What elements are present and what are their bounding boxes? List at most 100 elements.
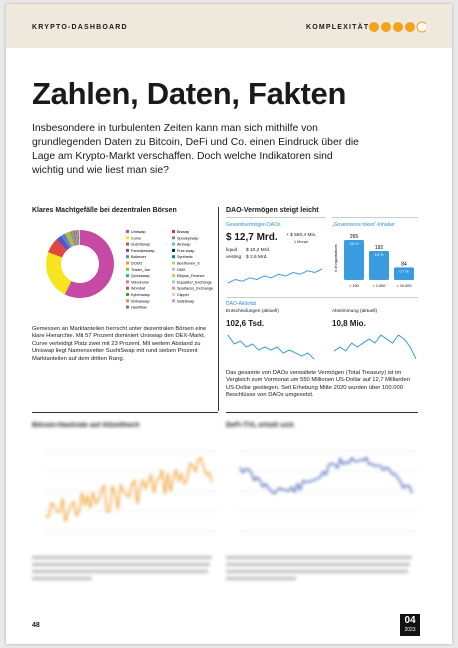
bar (369, 251, 389, 280)
donut-segment (76, 230, 79, 246)
dot (369, 22, 379, 32)
votes-sparkline (333, 334, 417, 360)
legend-label: Beethoven_X (177, 262, 200, 266)
donut-segment (48, 239, 67, 258)
legend-swatch (126, 286, 129, 290)
legend-swatch (172, 248, 175, 252)
legend-label: Equalizer_Exchange (177, 280, 212, 284)
donut-segment (78, 230, 80, 246)
sparkline-line (227, 334, 315, 360)
hashrate-chart (44, 450, 218, 532)
legend-swatch (172, 230, 175, 233)
legend-label: Kyberswap (131, 293, 150, 297)
legend-swatch (126, 255, 129, 259)
legend-label: Quickswap (131, 274, 150, 278)
legend-swatch (126, 293, 129, 296)
donut-segment (74, 230, 78, 246)
bar (394, 267, 414, 280)
legend-swatch (126, 248, 129, 252)
legend-swatch (172, 280, 175, 284)
issue: 04 (404, 615, 416, 626)
legend-swatch (172, 242, 175, 246)
holders-label: „Governance token“-Inhaber (332, 222, 395, 228)
legend-label: Trader_Joe (131, 268, 150, 272)
decisions-value: 102,6 Tsd. (226, 319, 265, 328)
vesting-value: $ 2,6 Mrd. (246, 255, 268, 260)
sheet: KRYPTO-DASHBOARD KOMPLEXITÄT Zahlen, Dat… (6, 4, 452, 644)
blurred-text (32, 556, 412, 580)
holders-panel: „Governance token“-Inhaber # of organisa… (332, 217, 418, 294)
intro: Insbesondere in turbulenten Zeiten kann … (32, 123, 359, 176)
decor-line (45, 456, 213, 522)
donut-segment (78, 230, 80, 246)
legend-label: Frax swap (177, 249, 195, 253)
decisions-sparkline (227, 334, 315, 360)
page-number: 48 (32, 622, 40, 629)
holders-chart: # of organisations 265 3,5 % > 100 192 2,6 % >… (334, 234, 414, 288)
legend-swatch (172, 261, 175, 265)
legend-swatch (126, 230, 129, 233)
legend-label: SafeSwap (177, 299, 194, 303)
dex-title: Klares Machtgefälle bei dezentralen Börs… (32, 207, 177, 214)
assets-label: Gesamtvermögen DAOs (226, 222, 281, 228)
donut-segment (72, 230, 77, 246)
legend-label: Curve (131, 236, 141, 240)
donut-segment (77, 230, 79, 246)
dot (393, 22, 403, 32)
legend-swatch (172, 236, 175, 240)
tvl-title: DeFi-TVL erholt sich (226, 422, 294, 429)
dot (381, 22, 391, 32)
bar-value: 265 (350, 234, 359, 240)
activity-panel: DAO-Aktivität Entscheidungen (aktuell) 1… (226, 297, 418, 370)
issue-badge: 04 2023 (400, 614, 420, 636)
bar-share: 3,5 % (350, 242, 359, 246)
divider (218, 207, 219, 411)
donut-segment (61, 233, 72, 249)
bar-share: 0,7 % (400, 269, 409, 273)
legend-label: Balancer (131, 255, 147, 259)
donut-segment (75, 230, 78, 246)
legend-label: Spookyswap (177, 236, 199, 240)
donut-segment (78, 230, 80, 246)
assets-sparkline (227, 268, 323, 284)
bar-category: > 1.000 (373, 284, 386, 288)
legend-label: DODO (131, 262, 142, 266)
dot (416, 21, 426, 33)
legend-swatch (172, 274, 175, 278)
liquid-value: $ 10,2 Mrd. (246, 248, 271, 253)
legend-label: Biswap (177, 230, 189, 234)
donut-segment (76, 230, 79, 246)
rule (226, 412, 418, 413)
legend-swatch (172, 267, 175, 271)
assets-panel: Gesamtvermögen DAOs $ 12,7 Mrd. + $ 550,… (226, 217, 326, 294)
donut-segment (64, 230, 115, 298)
decor-line (239, 456, 413, 495)
complexity-label: KOMPLEXITÄT (306, 24, 370, 31)
dao-text: Das gesamte von DAOs verwaltete Vermögen… (226, 370, 410, 399)
dex-chart: Uniswap Curve SushiSwap Pancakeswap Balancer… (46, 230, 213, 310)
legend-swatch (126, 274, 129, 278)
legend-label: DMX (177, 268, 186, 272)
legend-swatch (172, 293, 175, 296)
sparkline-line (333, 334, 417, 360)
legend-swatch (126, 280, 129, 284)
donut-segment (78, 230, 80, 246)
legend-swatch (172, 299, 175, 303)
legend-label: Pancakeswap (131, 249, 155, 253)
activity-label: DAO-Aktivität (226, 301, 257, 307)
dot (405, 22, 415, 32)
rule (32, 412, 218, 413)
legend-label: Hashflow (131, 306, 147, 310)
donut-segment (74, 230, 78, 246)
donut-segment (67, 231, 75, 247)
dex-text: Gemessen an Marktanteilen herrscht unter… (32, 326, 207, 362)
legend-swatch (126, 261, 129, 265)
legend-swatch (126, 236, 129, 240)
decisions-label: Entscheidungen (aktuell) (226, 309, 279, 314)
donut-segment (77, 230, 79, 246)
legend-label: Clipper (177, 293, 190, 297)
bar-value: 84 (401, 261, 407, 267)
hashrate-title: Bitcoin-Hashrate auf Allzeithoch (32, 422, 140, 429)
legend-label: SushiSwap (131, 243, 150, 247)
